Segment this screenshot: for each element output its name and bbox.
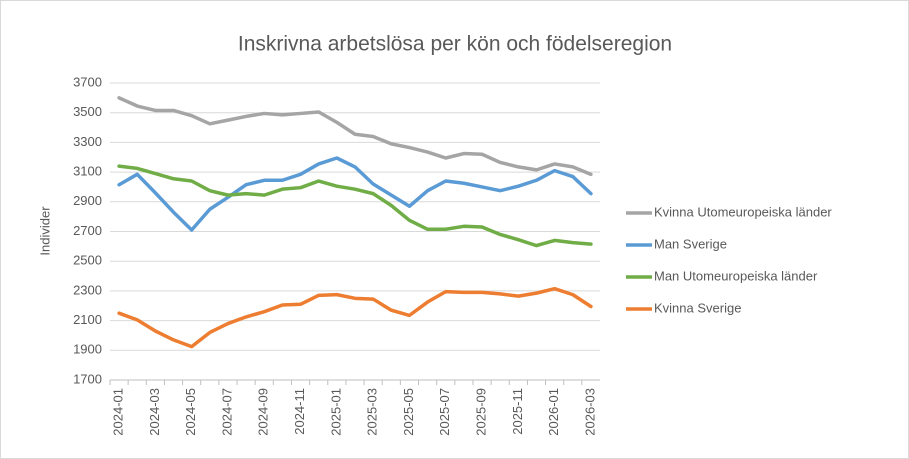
x-tick-label: 2024-05 bbox=[183, 388, 198, 436]
x-tick-label: 2024-07 bbox=[219, 388, 234, 436]
y-tick-label: 1900 bbox=[73, 342, 102, 357]
line-series bbox=[117, 286, 593, 349]
y-tick-label: 1700 bbox=[73, 371, 102, 386]
y-tick-label: 3700 bbox=[73, 74, 102, 89]
x-tick-label: 2024-01 bbox=[111, 388, 126, 436]
legend-label: Kvinna Sverige bbox=[654, 300, 741, 315]
y-tick-label: 2500 bbox=[73, 253, 102, 268]
x-tick-label: 2024-11 bbox=[292, 388, 307, 435]
y-axis-label: Individer bbox=[37, 206, 52, 256]
x-tick-label: 2025-03 bbox=[365, 388, 380, 436]
y-tick-label: 2300 bbox=[73, 282, 102, 297]
y-tick-label: 3300 bbox=[73, 134, 102, 149]
x-tick-label: 2025-05 bbox=[401, 388, 416, 436]
line-series bbox=[117, 156, 593, 232]
line-series bbox=[117, 96, 593, 177]
y-tick-label: 2700 bbox=[73, 223, 102, 238]
x-tick-label: 2026-03 bbox=[582, 388, 597, 436]
x-tick-label: 2025-01 bbox=[328, 388, 343, 436]
line-series bbox=[117, 164, 593, 248]
legend-label: Man Utomeuropeiska länder bbox=[654, 268, 818, 283]
x-tick-label: 2025-09 bbox=[473, 388, 488, 436]
y-tick-label: 3500 bbox=[73, 104, 102, 119]
chart-title: Inskrivna arbetslösa per kön och födelse… bbox=[238, 33, 672, 56]
x-tick-label: 2024-03 bbox=[147, 388, 162, 436]
x-tick-label: 2024-09 bbox=[256, 388, 271, 436]
x-tick-label: 2025-07 bbox=[437, 388, 452, 436]
y-tick-label: 3100 bbox=[73, 164, 102, 179]
x-tick-label: 2025-11 bbox=[510, 388, 525, 435]
legend-label: Man Sverige bbox=[654, 236, 727, 251]
legend-label: Kvinna Utomeuropeiska länder bbox=[654, 204, 832, 219]
y-tick-label: 2900 bbox=[73, 193, 102, 208]
y-tick-label: 2100 bbox=[73, 312, 102, 327]
x-tick-label: 2026-01 bbox=[546, 388, 561, 436]
